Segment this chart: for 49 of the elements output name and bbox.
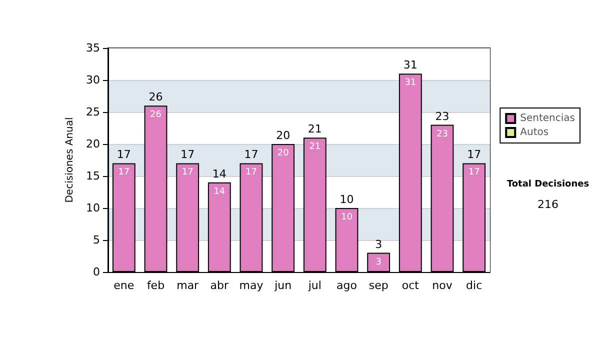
total-label: 31 [403, 58, 418, 72]
y-tick-label: 20 [86, 138, 100, 150]
total-label: 23 [435, 110, 450, 123]
x-tick-label: ago [336, 279, 358, 292]
total-label: 14 [212, 167, 226, 180]
data-label: 17 [118, 168, 130, 178]
data-label: 26 [150, 110, 162, 120]
total-label: 21 [308, 122, 322, 136]
y-tick-label: 15 [86, 170, 100, 182]
data-label: 3 [376, 257, 382, 268]
x-tick-label: oct [402, 279, 420, 292]
x-tick-label: jun [274, 279, 292, 292]
y-tick-label: 35 [86, 42, 100, 54]
y-tick-label: 0 [93, 266, 100, 278]
data-label: 23 [436, 129, 448, 140]
x-tick-label: dic [466, 279, 482, 292]
y-tick-label: 25 [86, 106, 100, 118]
legend-label: Sentencias [520, 113, 576, 124]
data-label: 10 [341, 212, 353, 222]
x-tick-label: may [239, 279, 264, 292]
x-tick-label: jul [307, 279, 322, 292]
total-label: 20 [276, 129, 290, 142]
data-label: 20 [277, 148, 290, 158]
total-label: 3 [375, 238, 382, 251]
text: Total Decisiones [506, 180, 590, 190]
x-tick-label: abr [210, 279, 230, 292]
total-label: 17 [244, 148, 258, 162]
total-label: 26 [148, 90, 163, 104]
x-tick-label: feb [146, 279, 165, 292]
total-label: 10 [340, 193, 354, 206]
x-tick-label: nov [432, 279, 453, 292]
x-tick-label: ene [114, 279, 134, 292]
y-tick-label: 5 [93, 234, 100, 246]
y-axis-title: Decisiones Anual [64, 117, 76, 203]
total-label: 17 [116, 148, 131, 162]
x-tick-label: sep [368, 279, 388, 292]
y-tick-label: 10 [86, 202, 100, 214]
total-label: 17 [467, 148, 482, 162]
data-label: 17 [182, 168, 194, 178]
text: 216 [538, 198, 558, 211]
data-label: 17 [468, 168, 480, 178]
data-label: 17 [246, 168, 257, 178]
data-label: 14 [214, 186, 226, 197]
x-tick-label: mar [176, 279, 200, 292]
y-tick-label: 30 [86, 74, 100, 86]
data-label: 31 [404, 78, 416, 88]
legend-label: Autos [520, 127, 549, 138]
data-label: 21 [309, 142, 321, 152]
total-label: 17 [180, 148, 195, 162]
